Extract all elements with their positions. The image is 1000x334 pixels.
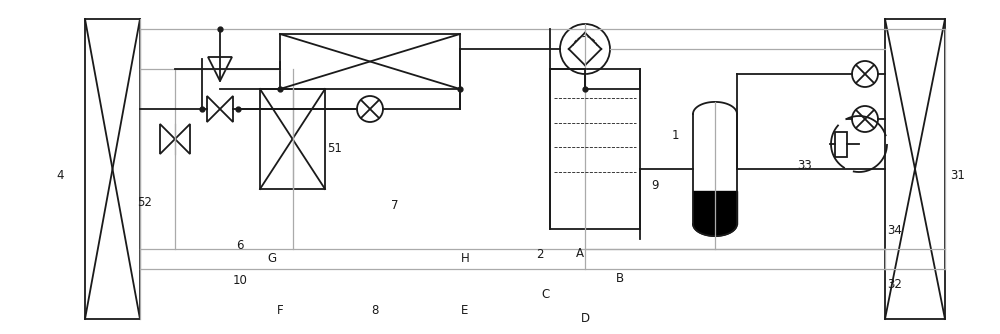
- Text: 31: 31: [951, 168, 965, 181]
- Text: 52: 52: [138, 195, 152, 208]
- Text: 51: 51: [328, 142, 342, 155]
- Text: C: C: [541, 289, 549, 302]
- Text: 6: 6: [236, 238, 244, 252]
- Bar: [85, 19, 140, 319]
- Text: 9: 9: [651, 178, 659, 191]
- Bar: [885, 19, 945, 319]
- Text: D: D: [580, 312, 590, 325]
- Text: H: H: [461, 252, 469, 265]
- Text: 2: 2: [536, 248, 544, 262]
- Text: 1: 1: [671, 129, 679, 142]
- Text: F: F: [277, 304, 283, 317]
- Text: E: E: [461, 304, 469, 317]
- Text: 4: 4: [56, 168, 64, 181]
- Bar: [550, 69, 640, 229]
- Text: 10: 10: [233, 274, 247, 287]
- Text: 33: 33: [798, 159, 812, 171]
- Text: 34: 34: [888, 223, 902, 236]
- Text: 32: 32: [888, 279, 902, 292]
- Text: A: A: [576, 246, 584, 260]
- Polygon shape: [693, 224, 737, 236]
- Text: B: B: [616, 272, 624, 285]
- Bar: [280, 34, 460, 89]
- Text: G: G: [267, 252, 277, 265]
- Text: 8: 8: [371, 304, 379, 317]
- Bar: [835, 132, 847, 157]
- Bar: [260, 89, 325, 189]
- Text: 7: 7: [391, 198, 399, 211]
